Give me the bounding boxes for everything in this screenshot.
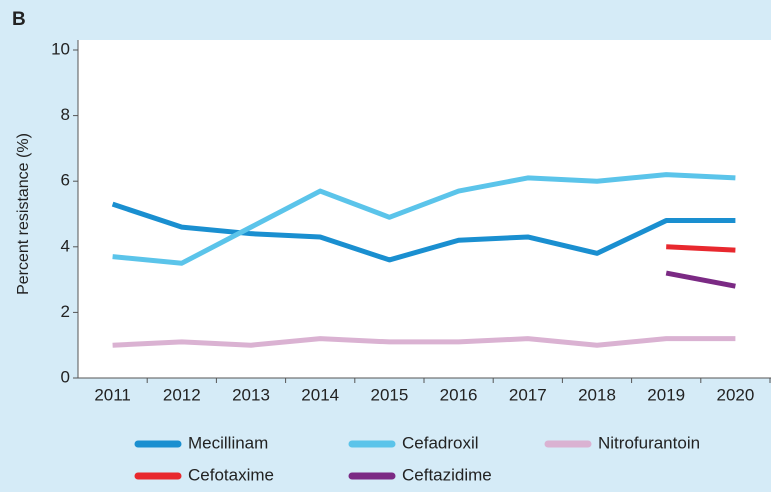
series-line — [665, 270, 736, 289]
y-axis-label: Percent resistance (%) — [15, 133, 32, 295]
legend-label: Nitrofurantoin — [598, 433, 700, 452]
series-line — [112, 336, 736, 348]
legend-label: Ceftazidime — [402, 465, 492, 484]
x-tick-label: 2016 — [440, 385, 478, 404]
plot-area — [78, 40, 771, 378]
y-tick-label: 6 — [61, 171, 70, 190]
y-tick-label: 10 — [51, 39, 70, 58]
x-tick-label: 2020 — [716, 385, 754, 404]
panel-label: B — [12, 9, 26, 30]
x-tick-label: 2017 — [509, 385, 547, 404]
series-line — [666, 244, 736, 253]
x-tick-label: 2015 — [370, 385, 408, 404]
series-line — [112, 172, 736, 266]
y-tick-label: 0 — [61, 367, 70, 386]
x-tick-label: 2019 — [647, 385, 685, 404]
y-tick-label: 8 — [61, 105, 70, 124]
legend-label: Cefadroxil — [402, 433, 479, 452]
x-tick-label: 2011 — [94, 385, 131, 404]
series-line — [111, 201, 736, 263]
legend-label: Cefotaxime — [188, 465, 274, 484]
x-tick-label: 2013 — [232, 385, 270, 404]
x-tick-label: 2012 — [163, 385, 201, 404]
x-tick-label: 2018 — [578, 385, 616, 404]
y-tick-label: 2 — [61, 302, 70, 321]
x-tick-label: 2014 — [301, 385, 339, 404]
y-tick-label: 4 — [61, 236, 70, 255]
legend-label: Mecillinam — [188, 433, 268, 452]
